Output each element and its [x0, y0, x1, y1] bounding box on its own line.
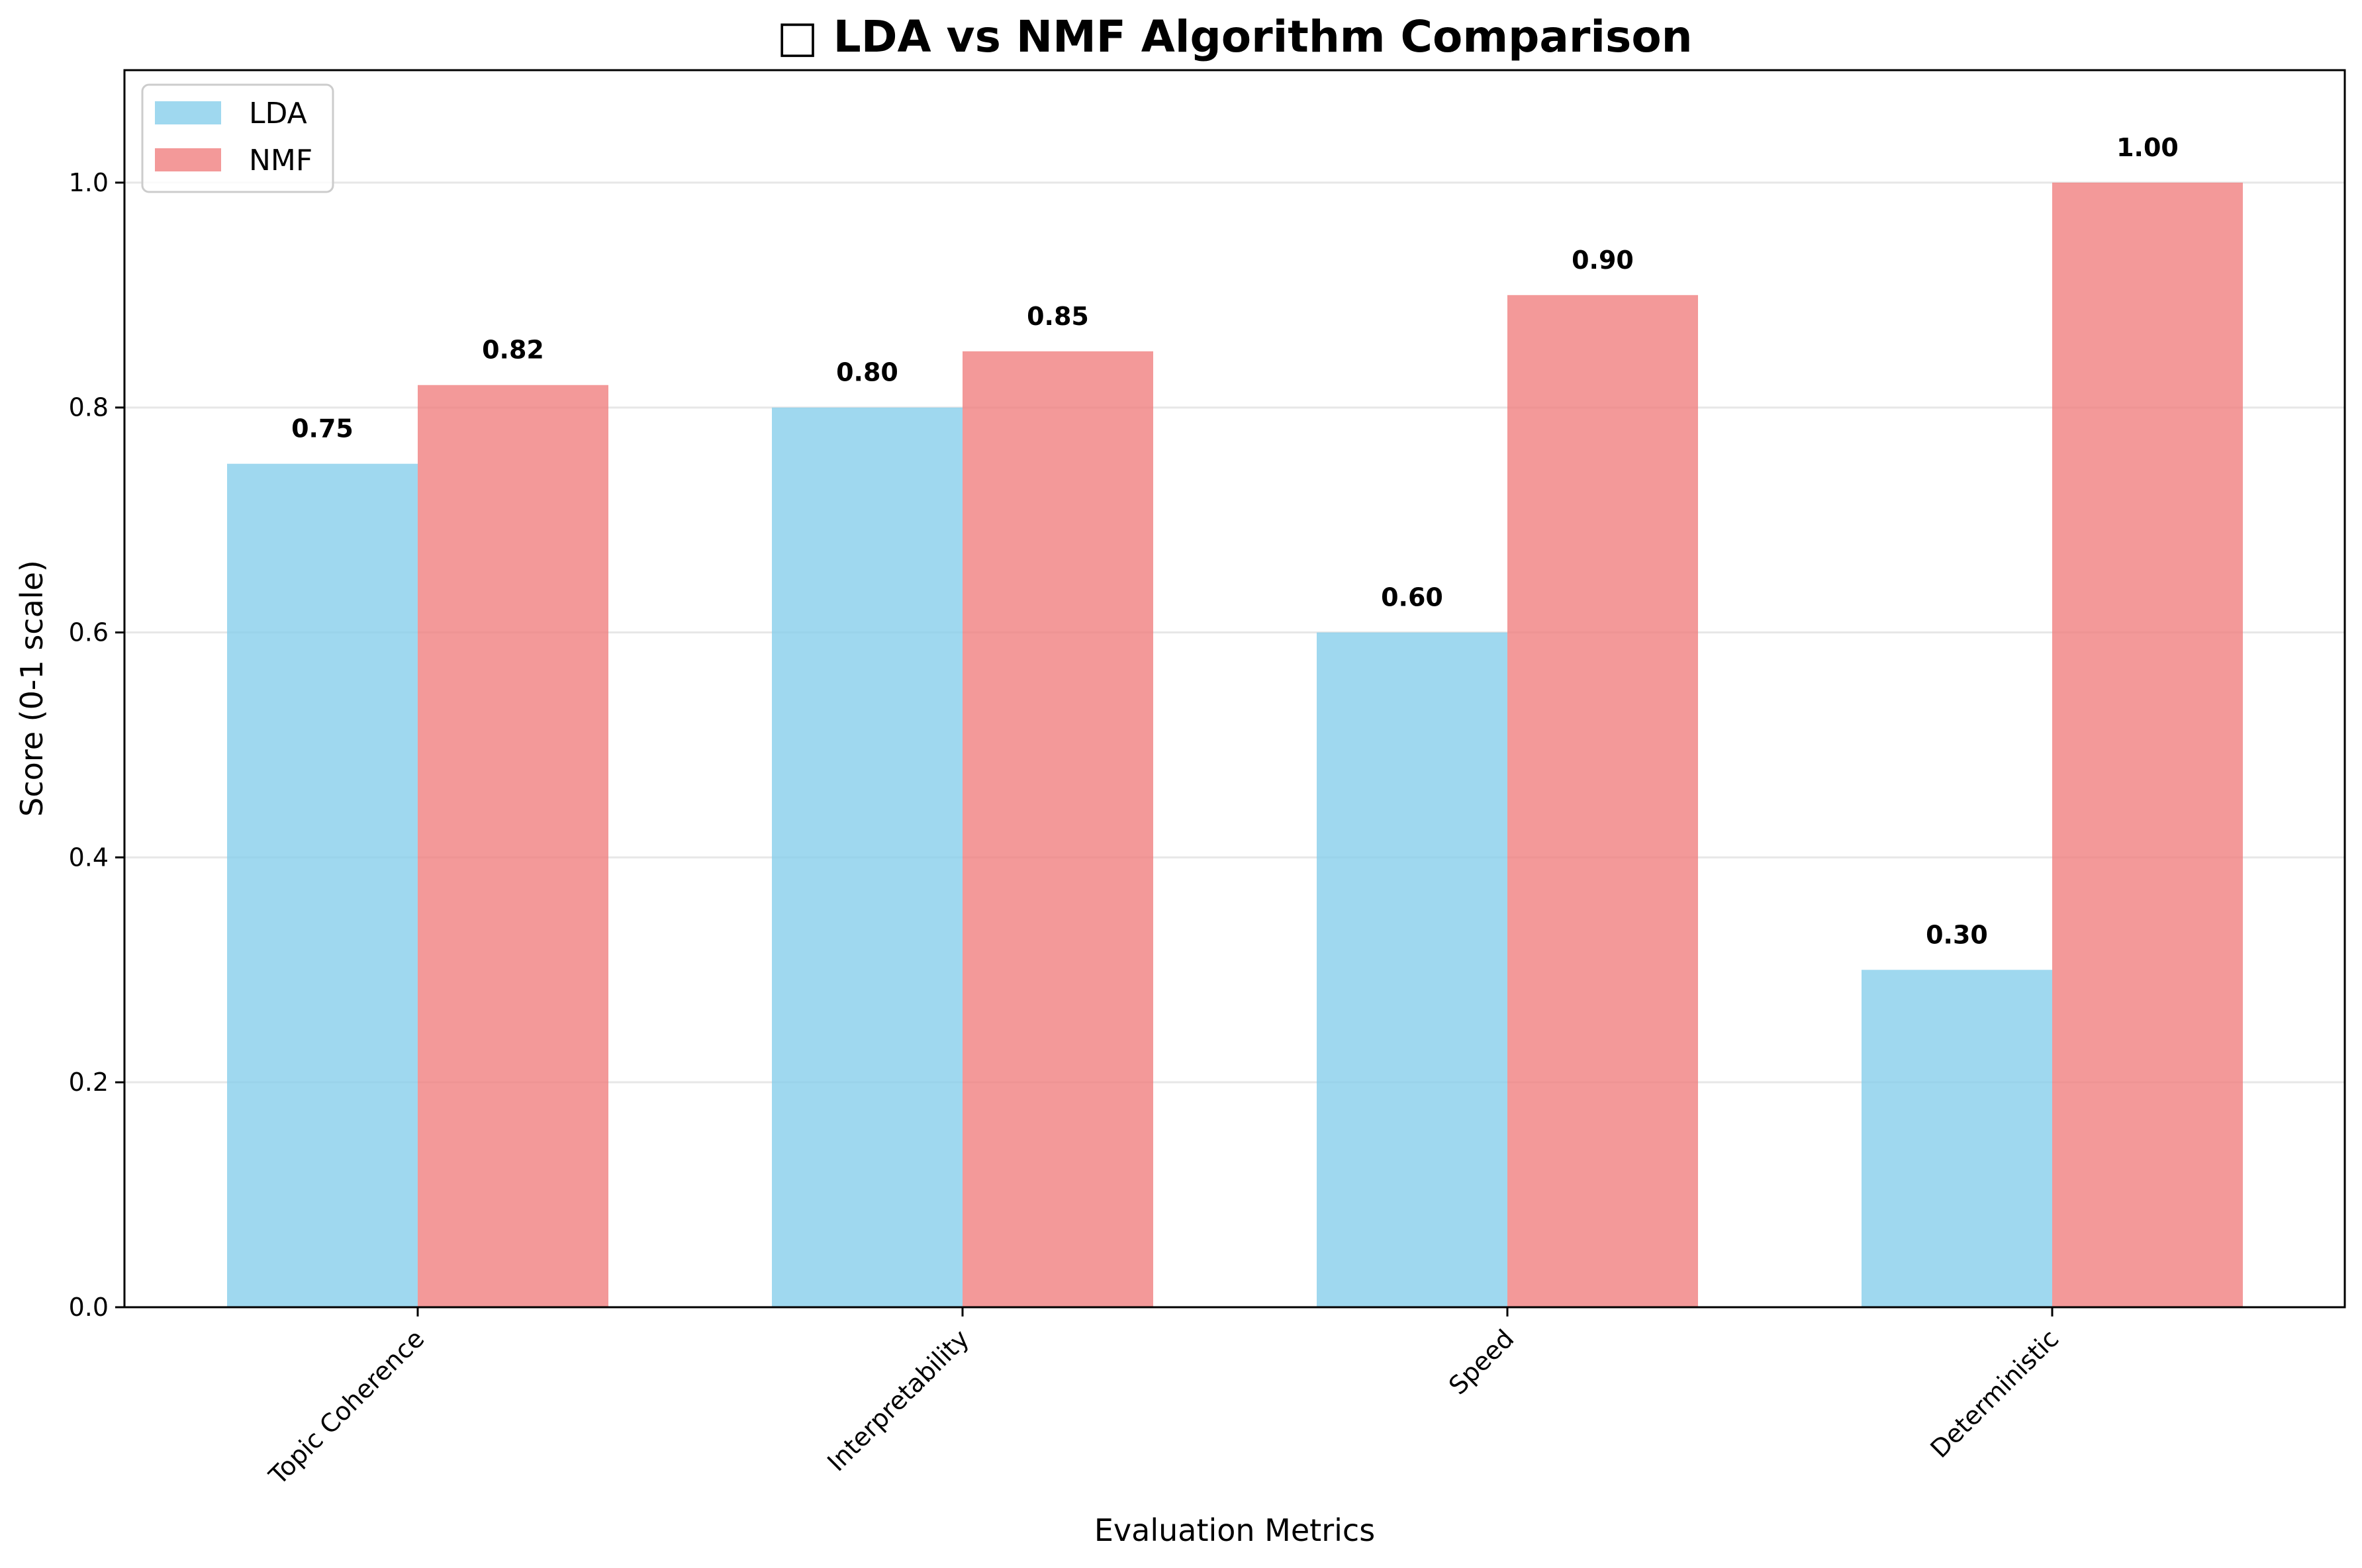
bar-nmf-0: [418, 385, 608, 1307]
x-tick-label: Deterministic: [1924, 1324, 2064, 1463]
x-axis: Topic Coherence Interpretability Speed Dete…: [263, 1307, 2064, 1491]
y-tick-label: 0.0: [69, 1293, 109, 1322]
bar-lda-1: [772, 407, 963, 1307]
x-tick-label: Interpretability: [822, 1324, 974, 1477]
value-label: 0.30: [1926, 920, 1988, 949]
bar-lda-2: [1317, 632, 1507, 1307]
value-label: 0.90: [1572, 246, 1634, 275]
value-label: 0.75: [291, 414, 354, 443]
y-tick-label: 0.6: [69, 618, 109, 647]
y-axis: 0.0 0.2 0.4 0.6 0.8 1.0: [69, 168, 124, 1322]
y-tick-label: 0.2: [69, 1068, 109, 1097]
value-label: 0.60: [1381, 583, 1443, 612]
value-label: 1.00: [2116, 133, 2179, 162]
value-labels: 0.75 0.80 0.60 0.30 0.82 0.85 0.90 1.00: [291, 133, 2179, 949]
value-label: 0.80: [836, 358, 898, 387]
y-axis-label: Score (0-1 scale): [14, 560, 50, 817]
y-tick-label: 0.4: [69, 843, 109, 872]
value-label: 0.82: [482, 336, 544, 365]
bar-nmf-1: [963, 351, 1153, 1307]
y-tick-label: 0.8: [69, 393, 109, 422]
legend: LDA NMF: [141, 83, 334, 193]
legend-label-nmf: NMF: [249, 144, 312, 177]
legend-label-lda: LDA: [249, 97, 307, 130]
bar-lda-0: [227, 463, 418, 1307]
plot-frame: [123, 69, 2346, 1309]
bars: [227, 182, 2243, 1308]
bar-lda-3: [1862, 970, 2052, 1307]
x-axis-label: Evaluation Metrics: [1094, 1512, 1375, 1548]
bar-nmf-2: [1507, 295, 1698, 1308]
value-label: 0.85: [1027, 302, 1089, 331]
legend-swatch-lda: [155, 101, 221, 124]
chart-title: □ LDA vs NMF Algorithm Comparison: [777, 11, 1692, 62]
legend-swatch-nmf: [155, 148, 221, 171]
x-tick-label: Speed: [1443, 1324, 1519, 1400]
bar-nmf-3: [2052, 182, 2243, 1308]
x-tick-label: Topic Coherence: [263, 1324, 430, 1491]
y-tick-label: 1.0: [69, 168, 109, 197]
